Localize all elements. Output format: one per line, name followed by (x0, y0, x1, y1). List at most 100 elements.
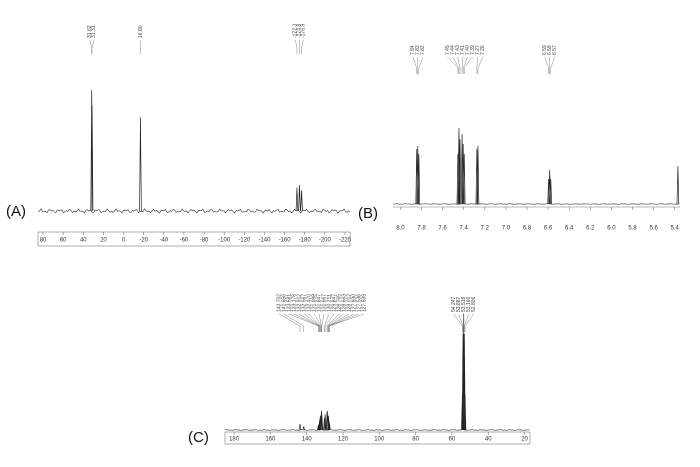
label-leader (458, 313, 464, 327)
peak-label: 53.166 (466, 296, 472, 312)
x-tick-label: 100 (374, 437, 385, 443)
label-leader (418, 56, 423, 69)
x-tick-label: 160 (265, 437, 276, 443)
peak (549, 178, 552, 205)
x-tick-label: 6.4 (565, 226, 574, 232)
peak-label: 7.84 (410, 45, 416, 55)
label-leader (544, 56, 549, 69)
peak-label: 143.702 (276, 294, 282, 312)
peak-label: 53.887 (456, 296, 462, 312)
label-leader (89, 39, 92, 49)
label-leader (313, 313, 322, 327)
peak-label: 53.518 (461, 296, 467, 312)
x-tick-label: 60 (449, 437, 456, 443)
label-leader (457, 56, 461, 69)
x-tick-label: 7.4 (460, 226, 469, 232)
x-tick-label: 8.0 (396, 226, 405, 232)
label-leader (303, 313, 321, 327)
peak (318, 420, 321, 431)
peak-label: 127.536 (356, 294, 362, 312)
label-leader (278, 313, 301, 327)
peak-label: -174.8 (297, 24, 303, 38)
x-tick-label: -40 (159, 238, 168, 244)
peak-label: 7.41 (460, 45, 466, 55)
x-tick-label: 40 (80, 238, 87, 244)
label-leader (326, 313, 340, 327)
label-leader (324, 313, 335, 327)
x-tick-label: -80 (200, 238, 209, 244)
label-leader (329, 313, 364, 327)
panel-label: (C) (188, 429, 209, 446)
peak (295, 187, 299, 212)
label-leader (91, 39, 95, 49)
label-leader (461, 56, 463, 69)
x-tick-label: 5.6 (649, 226, 658, 232)
label-leader (288, 313, 319, 327)
x-tick-label: 7.2 (481, 226, 490, 232)
peak-label: -172.3 (293, 24, 299, 38)
label-leader (308, 313, 321, 327)
peak-label: 131.847 (316, 294, 322, 312)
x-tick-label: 80 (412, 437, 419, 443)
label-leader (327, 313, 345, 327)
panel-label: (B) (358, 205, 378, 222)
peak (298, 423, 302, 431)
x-tick-label: 120 (338, 437, 349, 443)
peak-label: 132.567 (301, 294, 307, 312)
x-tick-label: -140 (258, 238, 271, 244)
peak-label: 7.45 (445, 45, 451, 55)
x-tick-label: 6.0 (607, 226, 616, 232)
peak-label: 31.31 (91, 25, 97, 38)
label-leader (329, 313, 359, 327)
peak-label: 128.765 (336, 294, 342, 312)
peak-label: 133.178 (291, 294, 297, 312)
peak-label: 141.656 (281, 294, 287, 312)
peak-label: 7.83 (415, 45, 421, 55)
label-leader (318, 313, 322, 327)
peak-label: 31.62 (87, 25, 93, 38)
peak (676, 165, 680, 205)
peak-label: 7.43 (455, 45, 461, 55)
peak (139, 117, 142, 212)
peak (300, 190, 303, 212)
peak (462, 153, 466, 205)
peak (463, 393, 467, 431)
peak-label: 16.80 (138, 25, 144, 38)
peak-label: 127.539 (361, 294, 367, 312)
label-leader (464, 313, 469, 327)
peak-label: 7.39 (470, 45, 476, 55)
axis-box (37, 231, 351, 247)
label-leader (453, 313, 463, 327)
peak-label: 6.59 (542, 45, 548, 55)
label-leader (447, 56, 459, 69)
x-tick-label: 0 (122, 238, 126, 244)
label-leader (321, 313, 325, 327)
peak (328, 423, 331, 431)
panel-label: (A) (6, 203, 26, 220)
axis-box (224, 431, 531, 445)
x-tick-label: 6.8 (523, 226, 532, 232)
label-leader (412, 56, 417, 69)
label-leader (464, 313, 474, 327)
label-leader (452, 56, 460, 69)
label-leader (295, 39, 298, 49)
peak (320, 415, 324, 431)
peak (298, 184, 301, 212)
peak-label: -176.9 (301, 24, 307, 38)
x-tick-label: 5.4 (671, 226, 680, 232)
x-tick-label: -60 (180, 238, 189, 244)
peak (90, 105, 94, 212)
peak-label: 7.82 (420, 45, 426, 55)
x-tick-label: 20 (521, 437, 528, 443)
x-tick-label: -160 (279, 238, 292, 244)
label-leader (476, 56, 478, 69)
baseline (392, 203, 680, 205)
x-tick-label: -100 (218, 238, 231, 244)
label-leader (301, 39, 304, 49)
peak-label: 127.930 (351, 294, 357, 312)
baseline (224, 429, 530, 431)
label-leader (324, 313, 330, 327)
x-tick-label: -220 (339, 238, 352, 244)
baseline (37, 208, 351, 214)
